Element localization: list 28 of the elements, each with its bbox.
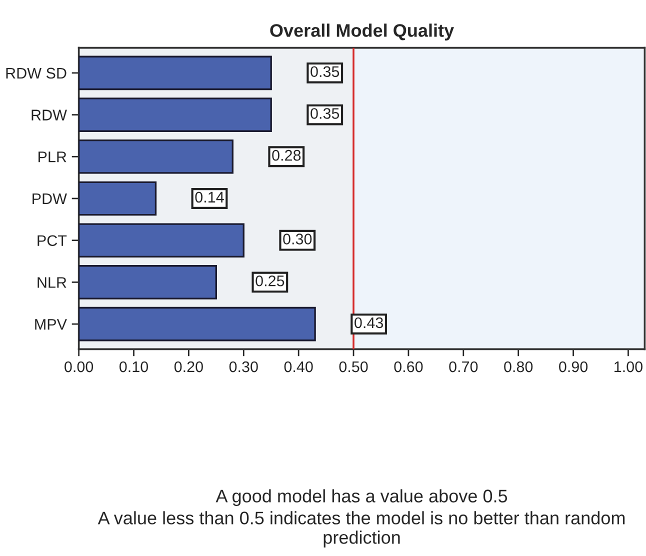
y-tick-label: MPV: [35, 319, 67, 330]
text: A good model has a value above 0.5: [216, 489, 508, 506]
x-tick-label: 1.00: [614, 361, 642, 372]
data-label: 0.35: [310, 66, 340, 78]
x-tick-label: 0.40: [284, 361, 313, 372]
y-tick-label: NLR: [38, 277, 66, 288]
data-label: 0.35: [310, 108, 340, 119]
x-tick-label: 0.00: [64, 361, 94, 372]
x-tick-label: 0.60: [394, 361, 423, 372]
x-tick-label: 0.50: [339, 361, 368, 372]
data-label: 0.14: [195, 192, 224, 203]
x-tick-label: 0.90: [559, 361, 588, 372]
y-tick-label: PLR: [38, 152, 66, 162]
x-tick-label: 0.30: [229, 361, 258, 372]
data-label: 0.43: [354, 317, 384, 328]
y-tick-label: RDW: [32, 110, 67, 120]
text: A value less than 0.5 indicates the model is no better than random prediction: [98, 511, 625, 548]
y-tick-label: PCT: [38, 235, 67, 246]
x-tick-label: 0.80: [504, 361, 533, 372]
x-tick-label: 0.20: [174, 361, 203, 372]
y-tick-label: RDW SD: [6, 68, 66, 79]
chart-title: Overall Model Quality: [270, 24, 454, 40]
data-label: 0.30: [283, 234, 312, 244]
data-label: 0.25: [256, 275, 284, 286]
x-tick-label: 0.70: [449, 361, 478, 372]
data-label: 0.28: [272, 150, 301, 161]
y-tick-label: PDW: [32, 194, 67, 204]
x-tick-label: 0.10: [119, 361, 148, 372]
